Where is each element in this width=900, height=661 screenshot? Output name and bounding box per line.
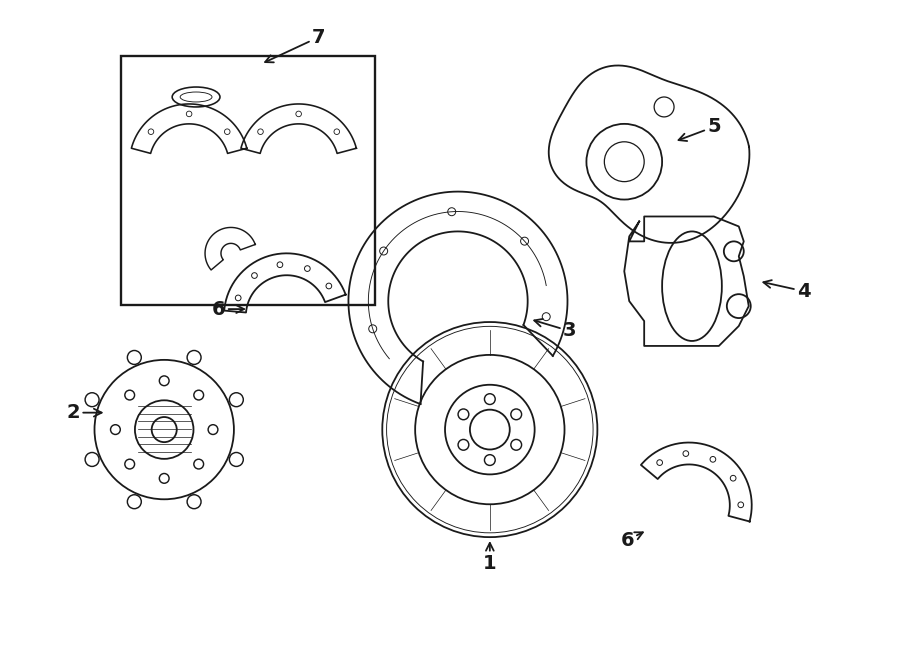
Text: 4: 4 [763,280,810,301]
Text: 5: 5 [679,118,721,141]
Text: 3: 3 [535,319,576,340]
Bar [122,56,375,305]
Text: 2: 2 [67,403,102,422]
Text: 6: 6 [212,299,244,319]
Text: 7: 7 [266,28,325,62]
Text: 6: 6 [620,531,643,549]
Text: 1: 1 [483,543,497,572]
